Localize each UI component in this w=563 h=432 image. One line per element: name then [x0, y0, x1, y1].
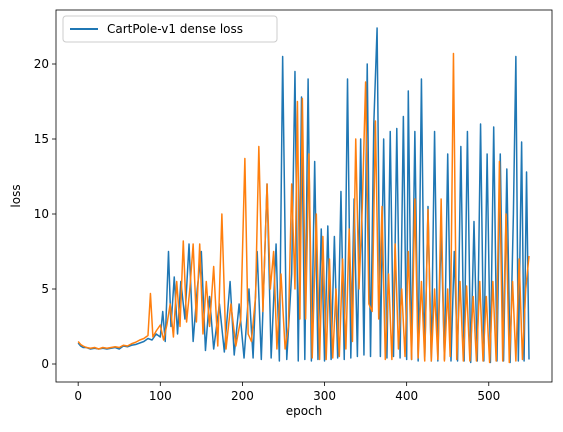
series-line-blue: [77, 27, 530, 364]
series-line-orange: [77, 52, 530, 364]
y-tick-label: 0: [41, 357, 49, 371]
y-axis-label: loss: [9, 184, 23, 207]
legend-box: [62, 15, 278, 43]
x-tick-label: 200: [231, 389, 254, 403]
y-tick-label: 15: [34, 132, 49, 146]
legend: CartPole-v1 dense loss: [62, 15, 278, 43]
y-tick-label: 20: [34, 57, 49, 71]
x-axis-label: epoch: [286, 404, 323, 418]
x-tick-label: 100: [149, 389, 172, 403]
series-layer: [77, 27, 530, 364]
legend-entry: CartPole-v1 dense loss: [107, 22, 243, 36]
x-tick-label: 400: [395, 389, 418, 403]
x-tick-label: 0: [74, 389, 82, 403]
x-tick-label: 500: [477, 389, 500, 403]
x-axis: 0 100 200 300 400 500: [74, 382, 500, 403]
y-tick-label: 10: [34, 207, 49, 221]
y-tick-label: 5: [41, 282, 49, 296]
y-axis: 0 5 10 15 20: [34, 57, 56, 371]
x-tick-label: 300: [313, 389, 336, 403]
plot-frame: [55, 9, 553, 383]
